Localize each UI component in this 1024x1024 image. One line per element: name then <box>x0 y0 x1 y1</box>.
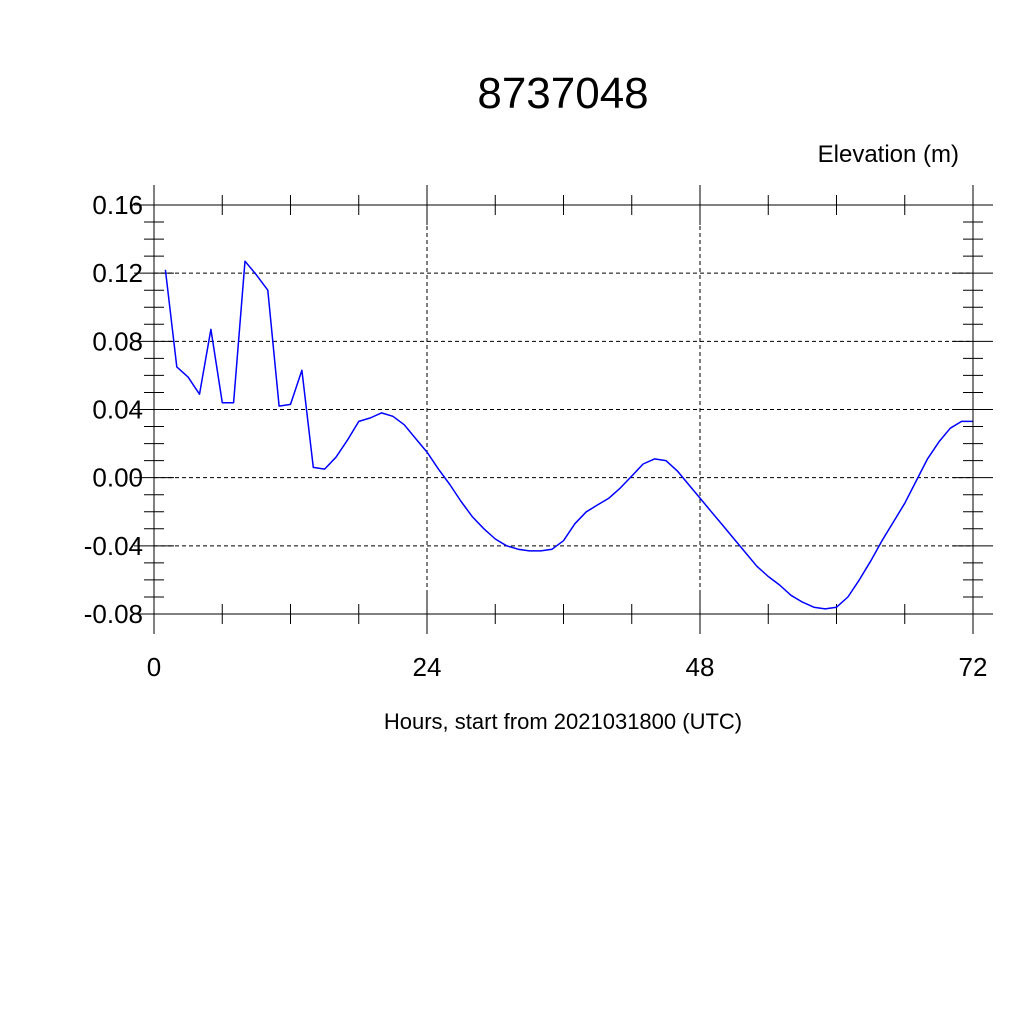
units-label: Elevation (m) <box>818 141 959 168</box>
x-tick-label: 48 <box>686 652 715 682</box>
y-tick-label: 0.04 <box>92 395 143 425</box>
series-layer <box>164 260 973 610</box>
y-tick-label: 0.12 <box>92 258 143 288</box>
tick-labels: -0.08 -0.04 0.00 0.04 0.08 0.12 0.16 0 24 48 72 <box>84 190 988 682</box>
y-tick-label: 0.16 <box>92 190 143 220</box>
y-tick-label: -0.04 <box>84 531 143 561</box>
x-tick-label: 24 <box>413 652 442 682</box>
chart-title: 8737048 <box>477 69 648 118</box>
x-tick-label: 0 <box>147 652 161 682</box>
x-tick-label: 72 <box>959 652 988 682</box>
y-tick-label: 0.08 <box>92 326 143 356</box>
x-axis-label: Hours, start from 2021031800 (UTC) <box>384 709 742 734</box>
y-tick-label: -0.08 <box>84 599 143 629</box>
elevation-series-line <box>164 260 973 610</box>
y-tick-label: 0.00 <box>92 463 143 493</box>
plot-frame <box>153 204 974 615</box>
grid <box>153 204 974 615</box>
